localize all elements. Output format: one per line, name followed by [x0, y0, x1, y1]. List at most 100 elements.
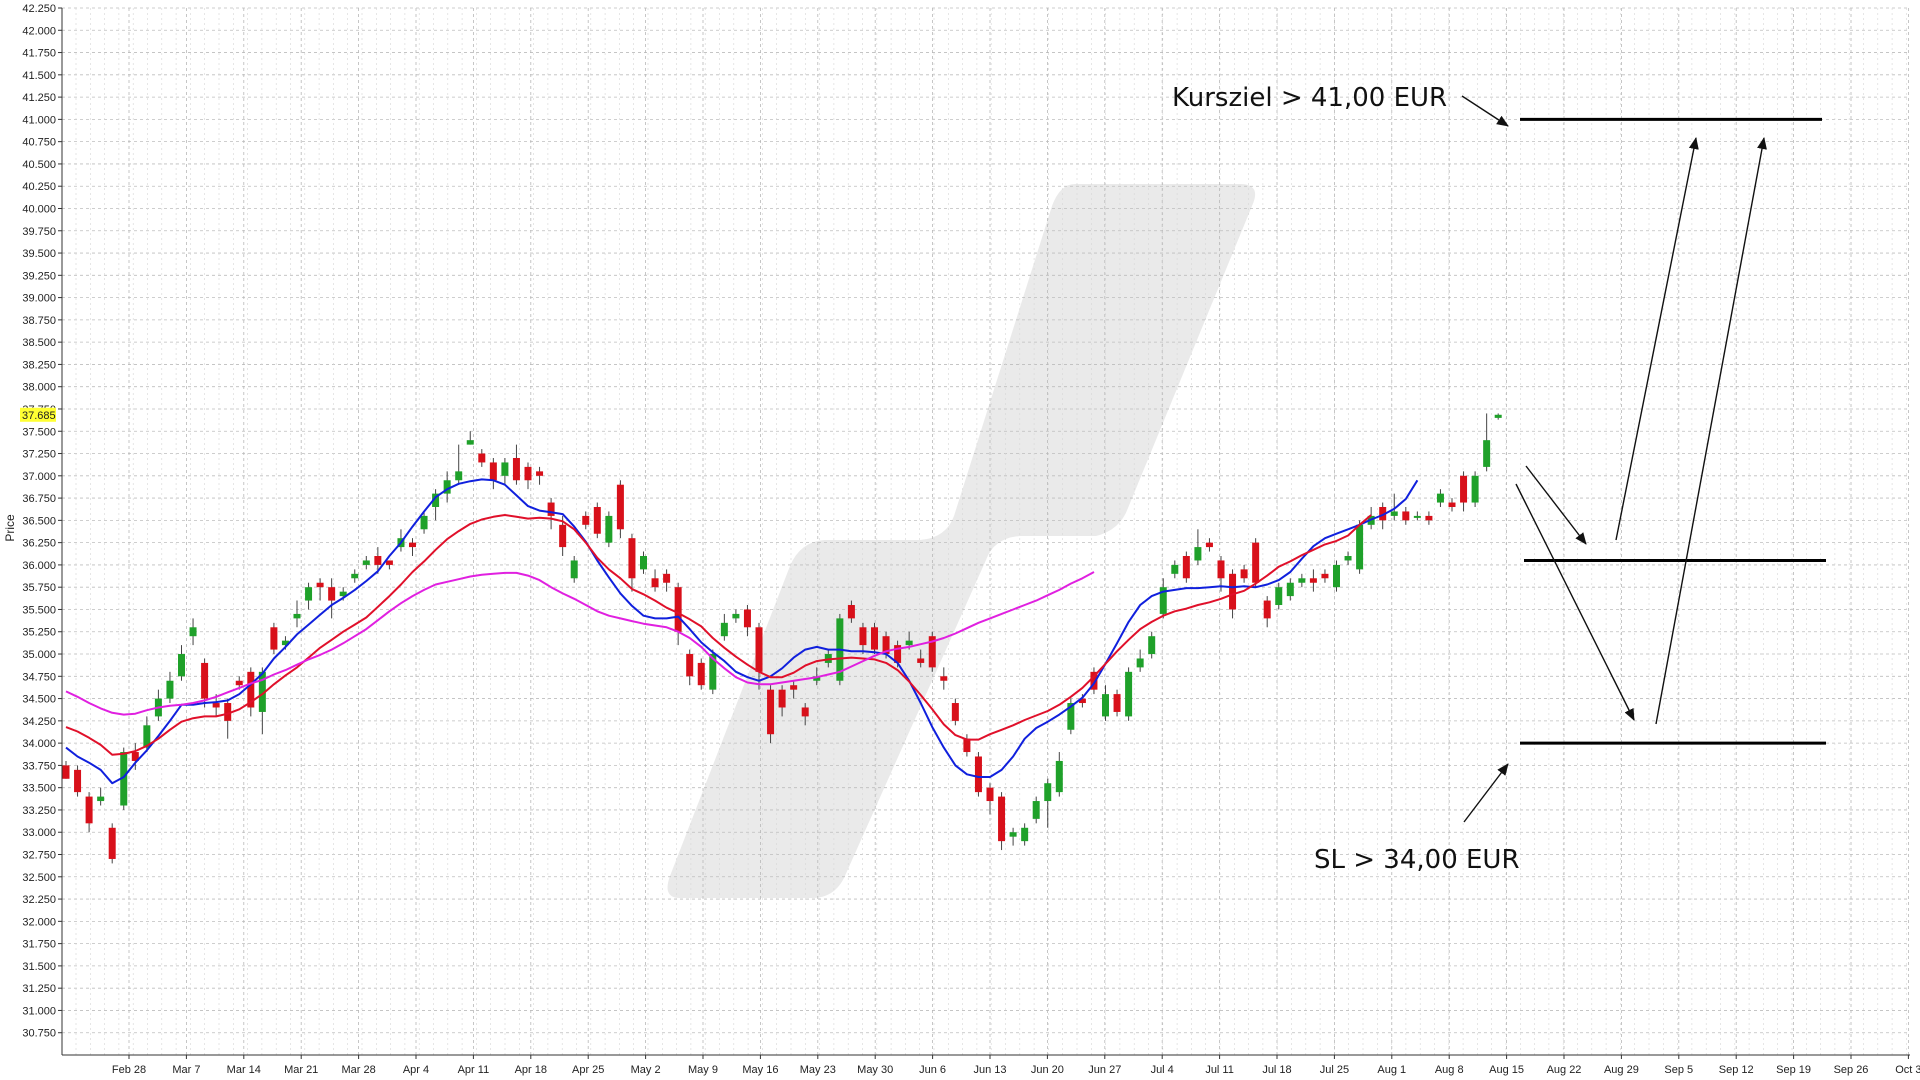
candle: [1067, 698, 1075, 735]
candle-body: [1425, 515, 1433, 521]
x-axis-ticks: Feb 28 Mar 7 Mar 14 Mar 21 Mar 28 Apr 4 Apr 11…: [112, 1064, 1920, 1076]
candle: [466, 431, 474, 445]
price-levels: [1520, 117, 1826, 745]
x-tick-label: Aug 8: [1435, 1064, 1464, 1076]
candle-body: [582, 515, 590, 525]
candle: [351, 569, 359, 583]
y-tick-label: 34.250: [22, 716, 56, 728]
candle: [974, 752, 982, 797]
candle: [1333, 560, 1340, 592]
candle-body: [1113, 694, 1121, 712]
y-tick-label: 40.250: [22, 181, 56, 193]
y-tick-label: 38.750: [22, 315, 56, 327]
candle-body: [97, 796, 105, 802]
last-price-value: 37.685: [22, 410, 56, 422]
annotation-arrow: [1463, 763, 1509, 823]
candle: [1275, 582, 1283, 610]
x-tick-label: Apr 18: [515, 1064, 547, 1076]
y-tick-label: 41.250: [22, 92, 56, 104]
candle-body: [1136, 658, 1144, 668]
y-tick-label: 39.250: [22, 270, 56, 282]
candle: [166, 671, 174, 704]
y-tick-label: 39.500: [22, 248, 56, 260]
candle: [1436, 489, 1444, 507]
candle-body: [1356, 524, 1364, 570]
y-tick-label: 35.500: [22, 604, 56, 616]
candle-body: [420, 515, 428, 530]
x-tick-label: Jun 20: [1031, 1064, 1064, 1076]
candle-body: [1240, 569, 1248, 579]
candle: [1390, 493, 1398, 521]
moving-average-line: [65, 478, 1419, 785]
annotation-arrow: [1525, 465, 1587, 545]
candle: [120, 747, 128, 810]
candle-body: [1333, 564, 1340, 588]
candle: [697, 658, 705, 690]
candle-body: [882, 636, 890, 655]
candle: [928, 631, 936, 672]
x-tick-label: May 30: [857, 1064, 893, 1076]
y-tick-label: 33.250: [22, 805, 56, 817]
candle: [686, 649, 694, 686]
x-tick-label: Sep 26: [1834, 1064, 1869, 1076]
candle: [432, 489, 440, 521]
y-tick-label: 32.250: [22, 894, 56, 906]
candle-body: [974, 756, 982, 793]
candle-body: [859, 627, 867, 646]
candle-body: [62, 765, 70, 779]
candle-body: [362, 560, 370, 565]
x-tick-label: Mar 14: [227, 1064, 261, 1076]
candle-body: [201, 662, 209, 699]
candle-body: [120, 752, 128, 806]
x-tick-label: May 16: [742, 1064, 778, 1076]
candle: [1136, 649, 1144, 672]
x-tick-label: Jul 11: [1205, 1064, 1234, 1076]
x-tick-label: Jun 13: [973, 1064, 1006, 1076]
candle-body: [1044, 783, 1052, 802]
y-tick-label: 39.000: [22, 293, 56, 305]
candle-body: [1078, 698, 1086, 704]
x-tick-label: Aug 22: [1547, 1064, 1582, 1076]
candle: [1298, 573, 1306, 588]
y-tick-label: 42.000: [22, 25, 56, 37]
y-tick-label: 34.500: [22, 694, 56, 706]
candle-body: [547, 502, 555, 516]
candle: [247, 667, 255, 717]
x-tick-label: Jun 6: [919, 1064, 946, 1076]
candle: [582, 511, 590, 530]
y-axis-label: Price: [3, 514, 17, 542]
candle-body: [790, 685, 798, 690]
y-tick-label: 33.500: [22, 783, 56, 795]
candle-body: [640, 556, 647, 570]
candle: [1148, 631, 1156, 659]
candle: [374, 547, 382, 574]
candle: [986, 783, 994, 815]
candle: [663, 569, 671, 592]
y-tick-label: 34.000: [22, 738, 56, 750]
candle: [743, 605, 751, 637]
candle-body: [1448, 502, 1456, 507]
candle-body: [1229, 573, 1237, 610]
x-tick-label: Apr 25: [572, 1064, 604, 1076]
candle-body: [1413, 515, 1421, 518]
x-tick-label: Mar 21: [284, 1064, 318, 1076]
x-tick-label: Sep 19: [1776, 1064, 1811, 1076]
candle: [963, 734, 971, 757]
candle-body: [986, 787, 994, 802]
candle: [998, 792, 1006, 851]
candle: [767, 685, 775, 744]
candle: [1448, 498, 1456, 512]
y-tick-label: 37.500: [22, 426, 56, 438]
candle-body: [1205, 542, 1213, 548]
x-tick-label: Sep 5: [1664, 1064, 1693, 1076]
candle-body: [1182, 556, 1190, 579]
candle-body: [478, 453, 486, 463]
candle-body: [247, 671, 255, 708]
candle-body: [709, 654, 717, 690]
y-tick-label: 35.750: [22, 582, 56, 594]
y-tick-label: 41.000: [22, 114, 56, 126]
candle-body: [328, 587, 336, 601]
y-tick-label: 41.750: [22, 48, 56, 60]
candle: [524, 462, 532, 490]
